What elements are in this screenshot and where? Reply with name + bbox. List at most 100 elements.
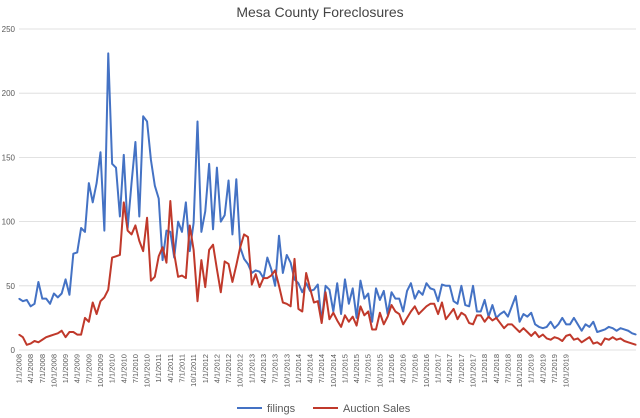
data-point-filings (96, 182, 98, 184)
data-point-auction-sales (429, 303, 431, 305)
data-point-auction-sales (584, 339, 587, 341)
data-point-filings (138, 215, 140, 218)
data-point-filings (515, 295, 517, 297)
data-point-auction-sales (460, 312, 462, 314)
data-point-auction-sales (138, 240, 140, 242)
data-point-filings (324, 285, 327, 287)
data-point-filings (363, 298, 365, 300)
data-point-filings (356, 317, 358, 319)
data-point-auction-sales (177, 276, 179, 278)
data-point-filings (425, 282, 428, 284)
data-point-filings (631, 332, 633, 334)
data-point-auction-sales (363, 314, 365, 316)
data-point-filings (80, 227, 82, 229)
data-point-auction-sales (258, 286, 261, 288)
data-point-auction-sales (534, 331, 536, 333)
data-point-auction-sales (538, 336, 540, 338)
data-point-filings (189, 250, 191, 252)
data-point-auction-sales (150, 280, 152, 282)
data-point-filings (154, 185, 156, 187)
data-point-auction-sales (161, 246, 164, 248)
data-point-auction-sales (592, 342, 594, 345)
data-point-auction-sales (456, 318, 459, 320)
data-point-filings (623, 328, 625, 331)
data-point-auction-sales (282, 301, 284, 304)
data-point-filings (546, 326, 548, 328)
data-point-filings (328, 289, 331, 291)
data-point-auction-sales (631, 342, 633, 345)
data-point-filings (379, 299, 381, 301)
x-tick-label: 1/1/2017 (434, 354, 443, 383)
data-point-filings (193, 222, 195, 224)
data-point-filings (421, 294, 424, 296)
data-point-filings (297, 282, 299, 284)
x-tick-label: 1/1/2013 (247, 354, 256, 383)
data-point-auction-sales (173, 253, 175, 255)
data-point-auction-sales (550, 339, 552, 341)
data-point-auction-sales (235, 264, 237, 266)
x-tick-label: 7/1/2016 (410, 354, 419, 383)
data-point-auction-sales (383, 323, 385, 325)
x-tick-label: 1/1/2010 (108, 354, 117, 383)
x-tick-label: 10/1/2015 (375, 354, 384, 387)
data-point-filings (398, 298, 400, 300)
data-point-filings (33, 303, 36, 305)
data-point-auction-sales (251, 283, 253, 286)
x-tick-label: 1/1/2016 (387, 354, 396, 383)
data-point-filings (266, 256, 268, 259)
data-point-auction-sales (255, 273, 257, 275)
data-point-filings (286, 254, 288, 256)
data-point-auction-sales (379, 312, 381, 314)
data-point-filings (204, 210, 206, 212)
x-tick-label: 4/1/2019 (538, 354, 547, 383)
data-point-filings (418, 290, 420, 292)
data-point-filings (553, 327, 556, 329)
data-point-auction-sales (227, 263, 230, 265)
data-point-auction-sales (604, 337, 606, 340)
data-point-auction-sales (410, 310, 412, 313)
data-point-auction-sales (305, 272, 307, 274)
legend-label-auction-sales: Auction Sales (343, 403, 411, 415)
data-point-filings (581, 330, 583, 332)
data-point-auction-sales (557, 337, 559, 340)
data-point-filings (146, 120, 148, 123)
data-point-auction-sales (18, 333, 20, 336)
data-point-auction-sales (243, 233, 245, 236)
data-point-filings (181, 231, 183, 233)
data-point-auction-sales (340, 326, 342, 328)
data-point-filings (130, 182, 133, 184)
data-point-auction-sales (196, 300, 199, 302)
data-point-auction-sales (518, 331, 521, 333)
y-tick-label: 150 (2, 153, 16, 162)
data-point-auction-sales (433, 303, 435, 305)
series-line-auction-sales (18, 200, 637, 346)
data-point-filings (612, 327, 614, 329)
y-axis-tick-labels: 0 50 100 150 200 250 (2, 25, 16, 355)
data-point-filings (200, 231, 202, 233)
data-point-auction-sales (220, 291, 222, 293)
data-point-auction-sales (80, 333, 82, 336)
data-point-auction-sales (165, 262, 168, 264)
data-point-filings (227, 179, 230, 182)
x-tick-label: 7/1/2019 (550, 354, 559, 383)
data-point-filings (115, 167, 117, 169)
x-tick-label: 1/1/2008 (15, 354, 24, 383)
data-point-auction-sales (134, 224, 137, 227)
data-point-auction-sales (41, 339, 43, 341)
data-point-auction-sales (115, 255, 117, 257)
data-point-filings (119, 215, 121, 218)
data-point-filings (383, 290, 385, 292)
x-tick-label: 7/1/2014 (317, 354, 326, 383)
data-point-auction-sales (111, 256, 113, 259)
data-point-auction-sales (581, 341, 583, 343)
data-point-auction-sales (371, 328, 373, 331)
data-point-auction-sales (515, 327, 517, 329)
data-point-filings (619, 327, 622, 329)
data-point-filings (480, 310, 482, 313)
data-point-filings (484, 299, 486, 301)
x-tick-label: 1/1/2014 (294, 354, 303, 383)
data-point-auction-sales (577, 337, 579, 340)
data-point-filings (293, 278, 296, 280)
data-point-filings (410, 282, 412, 284)
data-point-auction-sales (142, 250, 144, 252)
